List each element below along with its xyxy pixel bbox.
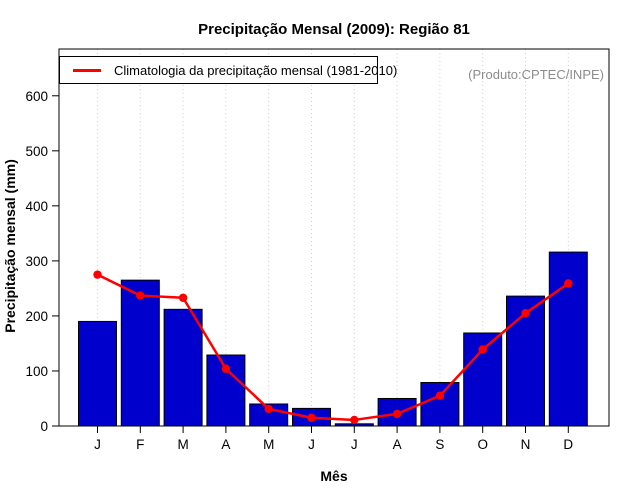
x-tick-label: N — [521, 437, 531, 452]
climatology-point — [392, 409, 402, 419]
bar-D-12 — [548, 251, 588, 427]
bar-F-2 — [120, 279, 160, 427]
x-tick-label: J — [94, 437, 101, 452]
x-tick-label: S — [435, 437, 444, 452]
climatology-point — [564, 279, 573, 288]
x-tick-label: M — [263, 437, 274, 452]
climatology-point — [93, 270, 102, 279]
climatology-point — [435, 391, 445, 400]
climatology-point — [264, 404, 273, 414]
legend-line-swatch — [73, 68, 101, 72]
x-tick-label: J — [351, 437, 358, 452]
chart-title: Precipitação Mensal (2009): Região 81 — [198, 21, 470, 38]
climatology-line — [96, 273, 570, 422]
climatology-point — [136, 291, 145, 300]
climatology-point — [221, 364, 231, 373]
x-tick-label: A — [221, 437, 230, 452]
y-axis-title: Precipitação mensal (mm) — [2, 159, 18, 333]
legend-label: Climatologia da precipitação mensal (198… — [114, 62, 398, 78]
x-axis-title: Mês — [320, 468, 348, 484]
plot-box — [58, 48, 610, 427]
y-tick-label: 100 — [25, 364, 48, 379]
bar-J-1 — [78, 320, 117, 427]
x-tick-label: A — [393, 437, 402, 452]
legend: Climatologia da precipitação mensal (198… — [59, 56, 397, 84]
y-tick-label: 300 — [25, 254, 48, 269]
x-tick-label: J — [308, 437, 315, 452]
climatology-point — [350, 415, 359, 425]
x-tick-label: O — [477, 437, 488, 452]
climatology-point — [178, 293, 188, 302]
x-tick-label: D — [563, 437, 573, 452]
bar-N-11 — [506, 295, 545, 427]
climatology-point — [478, 345, 487, 354]
x-tick-label: M — [177, 437, 188, 452]
y-tick-label: 400 — [25, 199, 48, 214]
y-tick-label: 200 — [25, 309, 48, 324]
y-tick-label: 600 — [25, 89, 48, 104]
bar-S-9 — [420, 382, 460, 427]
y-tick-label: 0 — [40, 419, 48, 434]
climatology-point — [307, 413, 316, 422]
bar-M-3 — [163, 308, 203, 427]
y-tick-label: 500 — [25, 144, 48, 159]
source-annotation: (Produto:CPTEC/INPE) — [468, 67, 604, 82]
x-tick-label: F — [136, 437, 144, 452]
climatology-point — [521, 308, 530, 318]
